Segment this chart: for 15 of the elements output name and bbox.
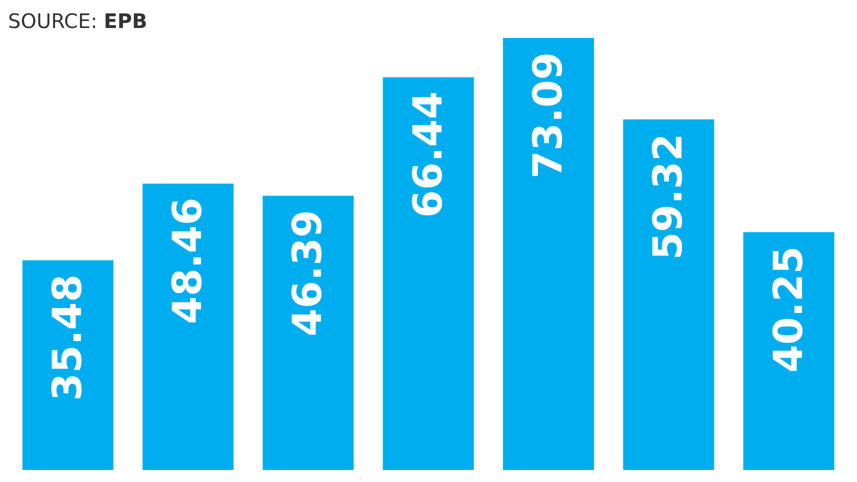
bar: [502, 38, 594, 470]
data-label: 35.48: [44, 274, 91, 401]
bar: [382, 77, 474, 470]
bar: [623, 119, 714, 470]
data-label: 66.44: [405, 91, 452, 218]
bar: [262, 196, 354, 470]
data-label: 46.39: [285, 210, 332, 336]
bar: [743, 232, 834, 470]
data-label: 73.09: [525, 52, 572, 179]
bar: [142, 184, 234, 470]
data-label: 48.46: [165, 198, 212, 324]
data-label: 59.32: [646, 133, 692, 260]
bar: [22, 260, 114, 470]
source-note: SOURCE: EPB: [8, 8, 148, 34]
data-label: 40.25: [766, 246, 812, 373]
